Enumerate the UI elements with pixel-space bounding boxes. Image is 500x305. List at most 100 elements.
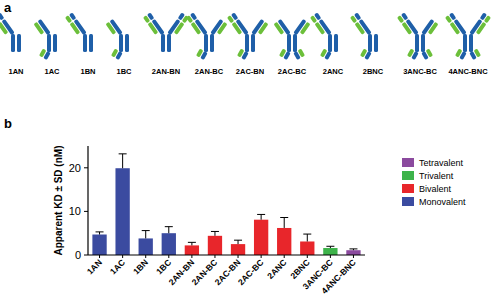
fab-arm	[310, 12, 332, 38]
x-tick	[191, 255, 192, 258]
y-tick	[84, 255, 88, 256]
error-bar	[234, 240, 242, 244]
antibody-icon	[0, 12, 21, 52]
icon-label: 1BN	[80, 67, 95, 76]
domain	[397, 15, 404, 23]
c-fusion	[237, 49, 249, 60]
bar	[323, 248, 337, 255]
figure: ab1AN1AC1BN1BC2AN-BN2AN-BC2AC-BN2AC-BC2A…	[0, 0, 500, 305]
c-fusion	[196, 49, 208, 60]
domain	[0, 12, 4, 20]
panel-label: a	[4, 0, 12, 15]
bar	[208, 236, 222, 255]
error-cap	[96, 231, 104, 232]
legend-swatch	[402, 171, 414, 180]
antibody-icon	[143, 12, 189, 52]
y-tick	[84, 211, 88, 212]
error-cap	[257, 214, 265, 215]
x-tick	[353, 255, 354, 258]
fab-arm	[350, 12, 372, 38]
bar	[162, 233, 176, 255]
error-bar	[326, 246, 334, 248]
icon-label: 4ANC-BNC	[448, 67, 488, 76]
legend-label: Trivalent	[419, 171, 454, 181]
bar	[346, 250, 360, 255]
domain	[258, 22, 269, 35]
c-fusion	[39, 49, 51, 60]
x-tick	[284, 255, 285, 258]
fab-arm	[469, 12, 491, 38]
error-cap	[119, 153, 127, 154]
error-cap	[326, 246, 334, 247]
fab-arm	[227, 12, 249, 38]
domain	[204, 34, 208, 52]
domain	[237, 49, 244, 58]
domain	[251, 34, 255, 52]
icon-label: 2AC-BN	[236, 67, 264, 76]
domain	[119, 34, 123, 52]
fab-arm	[0, 12, 15, 38]
y-axis-title: Apparent KD ± SD (nM)	[53, 146, 64, 256]
domain	[315, 22, 326, 35]
domain	[186, 15, 193, 23]
antibody-icon	[350, 12, 378, 60]
domain	[0, 22, 8, 35]
error-line	[122, 154, 123, 168]
y-tick-label: 20	[69, 162, 81, 174]
antibody-icon	[186, 12, 228, 60]
domain	[17, 34, 21, 52]
fab-arm	[274, 19, 291, 38]
fab-arm	[210, 19, 227, 38]
antibody-icon	[445, 12, 491, 60]
fab-arm	[445, 12, 467, 38]
domain	[374, 34, 378, 52]
x-tick	[238, 255, 239, 258]
bar	[139, 238, 153, 255]
domain	[360, 49, 367, 58]
c-fusion	[407, 49, 419, 60]
domain	[415, 34, 419, 52]
error-bar	[165, 227, 173, 234]
domain	[227, 15, 234, 23]
x-tick	[307, 255, 308, 258]
error-bar	[280, 218, 288, 228]
error-line	[168, 227, 169, 234]
c-fusion	[360, 49, 372, 60]
domain	[484, 15, 491, 23]
error-line	[307, 234, 308, 241]
bar	[92, 235, 106, 255]
domain	[455, 49, 462, 58]
domain	[39, 49, 46, 58]
error-cap	[349, 248, 357, 249]
legend-swatch	[402, 197, 414, 206]
domain	[148, 22, 159, 35]
domain	[328, 34, 332, 52]
bar	[231, 244, 245, 255]
bar	[254, 220, 268, 255]
icon-label: 2AN-BC	[195, 67, 224, 76]
bar	[277, 228, 291, 255]
domain	[300, 22, 311, 35]
error-bar	[349, 249, 357, 250]
x-tick	[145, 255, 146, 258]
domain	[143, 15, 150, 23]
x-tick	[214, 255, 215, 258]
fab-arm	[397, 12, 419, 38]
domain	[191, 22, 202, 35]
error-line	[284, 218, 285, 228]
error-cap	[234, 240, 242, 241]
fab-arm	[143, 12, 165, 38]
y-axis	[87, 146, 88, 255]
c-fusion	[293, 49, 305, 60]
domain	[474, 49, 481, 58]
domain	[174, 22, 185, 35]
domain	[368, 34, 372, 52]
domain	[350, 15, 357, 23]
icon-label: 2AC-BC	[278, 67, 307, 76]
antibody-icon	[106, 19, 129, 60]
error-cap	[188, 242, 196, 243]
bar	[300, 241, 314, 255]
domain	[445, 15, 452, 23]
legend-label: Tetravalent	[419, 158, 464, 168]
fab-arm	[34, 19, 51, 38]
